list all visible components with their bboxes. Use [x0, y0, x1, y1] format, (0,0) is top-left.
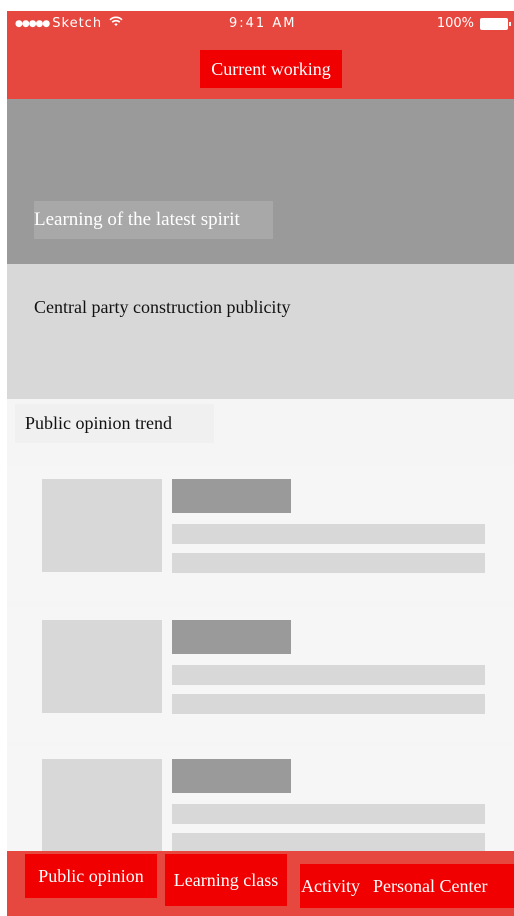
- list-item[interactable]: [7, 466, 514, 601]
- list-item-text-placeholder: [172, 804, 485, 824]
- list-item-text-placeholder: [172, 524, 485, 544]
- list-item-text-placeholder: [172, 694, 485, 714]
- list-item-title-placeholder: [172, 479, 291, 513]
- status-time: 9:41 AM: [229, 16, 297, 31]
- list-item-text-placeholder: [172, 553, 485, 573]
- list-item-title-placeholder: [172, 620, 291, 654]
- tab-activity[interactable]: Activity: [301, 875, 360, 896]
- carrier-label: Sketch: [52, 16, 103, 31]
- list-item-text-placeholder: [172, 833, 485, 853]
- list-item[interactable]: [7, 607, 514, 742]
- list-item-thumbnail: [42, 759, 162, 852]
- signal-dots-icon: ●●●●●: [15, 18, 50, 29]
- tab-bar: Public opinion Learning class Activity P…: [7, 851, 514, 916]
- header: ●●●●● Sketch 9:41 AM 100% Current workin…: [7, 11, 514, 99]
- tab-personal-center[interactable]: Personal Center: [373, 875, 488, 896]
- carrier: ●●●●● Sketch: [15, 16, 123, 31]
- battery-percent: 100%: [436, 16, 474, 31]
- section-header: Public opinion trend: [15, 404, 214, 443]
- list-item-text-placeholder: [172, 665, 485, 685]
- central-publicity-title: Central party construction publicity: [34, 297, 291, 317]
- banner-caption: Learning of the latest spirit: [34, 201, 273, 239]
- central-publicity-card[interactable]: Central party construction publicity: [7, 264, 514, 399]
- banner-caption-text: Learning of the latest spirit: [34, 209, 240, 230]
- page-title: Current working: [200, 50, 342, 88]
- tab-group-activity-personal: Activity Personal Center: [300, 864, 514, 908]
- wifi-icon: [109, 16, 123, 31]
- battery-status: 100%: [436, 16, 511, 31]
- app-frame: ●●●●● Sketch 9:41 AM 100% Current workin…: [7, 11, 514, 916]
- tab-public-opinion[interactable]: Public opinion: [25, 854, 157, 898]
- list-item-title-placeholder: [172, 759, 291, 793]
- status-bar: ●●●●● Sketch 9:41 AM 100%: [7, 11, 514, 37]
- section-title: Public opinion trend: [25, 413, 172, 433]
- battery-icon: [480, 17, 511, 30]
- banner[interactable]: Learning of the latest spirit: [7, 99, 514, 264]
- tab-learning-class[interactable]: Learning class: [165, 854, 287, 906]
- list-item-thumbnail: [42, 620, 162, 713]
- list-item-thumbnail: [42, 479, 162, 572]
